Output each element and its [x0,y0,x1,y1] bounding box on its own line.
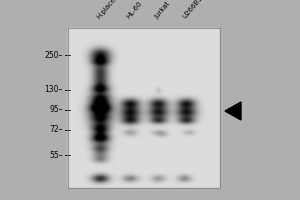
Text: H.placenta: H.placenta [95,0,124,20]
Text: 250–: 250– [45,50,63,60]
Text: U266B1: U266B1 [182,0,204,20]
Bar [68,28,220,188]
Polygon shape [225,102,241,120]
Text: 130–: 130– [45,86,63,95]
Text: HL-60: HL-60 [125,0,143,20]
Text: Jurkat: Jurkat [153,1,171,20]
Text: 95–: 95– [50,106,63,114]
Text: 55–: 55– [50,150,63,160]
Text: 72–: 72– [50,126,63,134]
